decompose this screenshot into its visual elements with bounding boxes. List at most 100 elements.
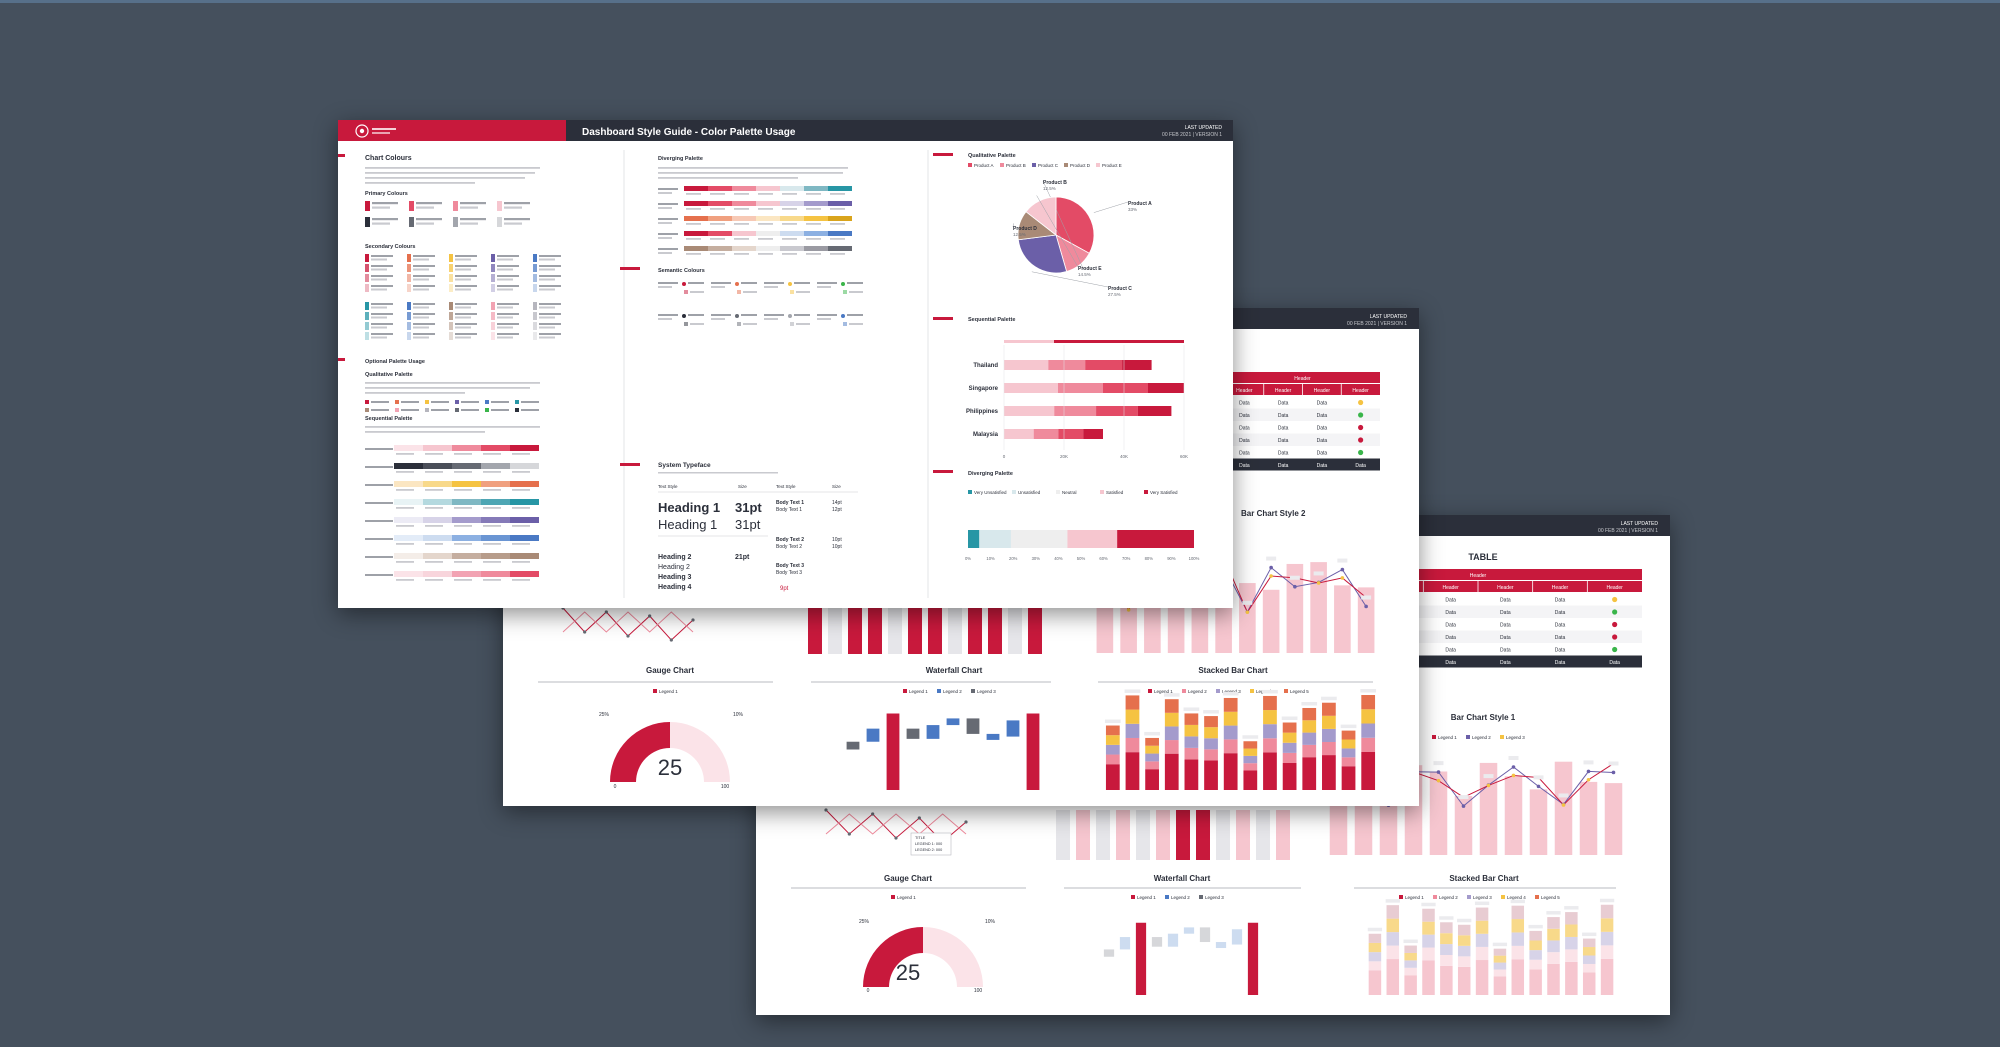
semantic-swatch bbox=[841, 282, 845, 286]
swatch-label-line bbox=[371, 303, 393, 305]
semantic-swatch bbox=[790, 290, 794, 294]
strip-value-line bbox=[782, 208, 797, 210]
tooltip-box bbox=[910, 832, 952, 856]
swatch-label-line bbox=[497, 288, 513, 291]
data-label-chip bbox=[1183, 707, 1200, 711]
palette-strip-cell bbox=[510, 535, 539, 541]
chart-bar bbox=[1334, 585, 1351, 653]
table-cell: Data bbox=[1500, 635, 1511, 641]
description-line bbox=[658, 472, 778, 474]
colour-swatch bbox=[365, 400, 369, 404]
semantic-label-line bbox=[743, 323, 757, 325]
data-label-chip bbox=[1163, 693, 1180, 697]
gauge-value: 25 bbox=[658, 755, 682, 780]
swatch-label-line bbox=[539, 323, 561, 325]
legend-label: Legend 2 bbox=[1472, 735, 1491, 740]
colour-swatch bbox=[491, 332, 495, 340]
table-header-cell: Header bbox=[1275, 388, 1292, 394]
waterfall-bar bbox=[1183, 927, 1195, 934]
stacked-segment bbox=[1341, 748, 1356, 758]
table-cell: Data bbox=[1555, 635, 1566, 641]
legend-label: Legend 2 bbox=[943, 689, 962, 694]
data-label-chip bbox=[1510, 899, 1525, 904]
legend-swatch bbox=[653, 689, 657, 693]
stacked-segment bbox=[1302, 707, 1317, 721]
data-label-chip bbox=[1492, 942, 1508, 947]
semantic-swatch bbox=[684, 322, 688, 326]
colour-swatch bbox=[449, 332, 453, 340]
stacked-segment bbox=[1457, 924, 1471, 936]
legend-label: Legend 1 bbox=[1405, 895, 1424, 900]
table-cell: Data bbox=[1317, 451, 1328, 457]
data-label-chip bbox=[1289, 575, 1300, 580]
palette-strip-cell bbox=[452, 463, 481, 469]
strip-value-line bbox=[483, 489, 501, 491]
stacked-segment bbox=[1164, 740, 1179, 754]
chart-bar bbox=[1554, 761, 1573, 855]
legend-label: Satisfied bbox=[1106, 490, 1124, 495]
waterfall-bar bbox=[1199, 927, 1211, 943]
series-point bbox=[1293, 584, 1297, 589]
strip-value-line bbox=[806, 208, 821, 210]
strip-value-line bbox=[806, 238, 821, 240]
stacked-segment bbox=[1341, 766, 1356, 790]
section-heading-system-typeface: System Typeface bbox=[658, 462, 711, 469]
dashboard-sheet-front: Dashboard Style Guide - Color Palette Us… bbox=[338, 120, 1233, 608]
legend-swatch bbox=[1131, 895, 1135, 899]
table-cell: Data bbox=[1500, 623, 1511, 629]
description-line bbox=[365, 172, 535, 174]
semantic-swatch bbox=[790, 322, 794, 326]
swatch-label-line bbox=[497, 316, 513, 319]
strip-value-line bbox=[396, 579, 414, 581]
table-total-row bbox=[1225, 458, 1380, 471]
strip-value-line bbox=[396, 561, 414, 563]
chart-bar bbox=[1136, 810, 1150, 860]
waterfall-bar bbox=[986, 733, 1000, 740]
swatch-label-line bbox=[371, 326, 387, 329]
swatch-label-line bbox=[371, 275, 393, 277]
legend-label: Legend 3 bbox=[1473, 895, 1492, 900]
table-group-header bbox=[1225, 372, 1380, 383]
strip-value-line bbox=[758, 238, 773, 240]
strip-value-line bbox=[734, 193, 749, 195]
subheading-secondary-colours: Secondary Colours bbox=[365, 244, 415, 250]
description-line bbox=[365, 426, 540, 428]
palette-strip-cell bbox=[423, 571, 452, 577]
pie-slice-value: 27.5% bbox=[1108, 292, 1121, 297]
sample-heading-1-regular: Heading 1 bbox=[658, 517, 717, 532]
waterfall-bar bbox=[966, 718, 980, 734]
swatch-label-line bbox=[497, 336, 513, 339]
series-point bbox=[894, 836, 898, 840]
series-point bbox=[691, 618, 695, 622]
legend-label: Legend 3 bbox=[1222, 689, 1241, 694]
series-point bbox=[1561, 803, 1566, 807]
colour-swatch bbox=[365, 284, 369, 292]
sequential-bar-segment bbox=[1085, 360, 1123, 370]
legend-swatch bbox=[968, 163, 972, 167]
legend-swatch bbox=[1250, 689, 1254, 693]
data-label-chip bbox=[1558, 793, 1569, 798]
stacked-segment bbox=[1457, 966, 1471, 995]
colour-swatch bbox=[407, 312, 411, 320]
diverging-bar-segment bbox=[979, 530, 1011, 548]
status-indicator bbox=[1358, 412, 1364, 418]
strip-value-line bbox=[483, 525, 501, 527]
colour-swatch bbox=[453, 217, 458, 227]
strip-value-line bbox=[454, 525, 472, 527]
swatch-label-line bbox=[460, 218, 486, 221]
legend-swatch bbox=[971, 689, 975, 693]
palette-strip-cell bbox=[756, 216, 780, 221]
colour-swatch bbox=[453, 201, 458, 211]
table-cell: Data bbox=[1239, 438, 1250, 444]
waterfall-bar bbox=[866, 728, 880, 742]
swatch-label-line bbox=[497, 326, 513, 329]
stacked-segment bbox=[1511, 919, 1525, 933]
pie-slice-label: Product D bbox=[1013, 226, 1037, 232]
palette-strip-cell bbox=[452, 571, 481, 577]
swatch-label-line bbox=[455, 313, 477, 315]
page-title: Dashboard Style Guide - Color Palette Us… bbox=[582, 127, 796, 138]
table-cell: Data bbox=[1500, 598, 1511, 604]
gauge-legend: Legend 1 bbox=[891, 895, 916, 900]
last-updated-label: LAST UPDATED bbox=[1185, 125, 1223, 131]
description-line bbox=[365, 177, 525, 179]
